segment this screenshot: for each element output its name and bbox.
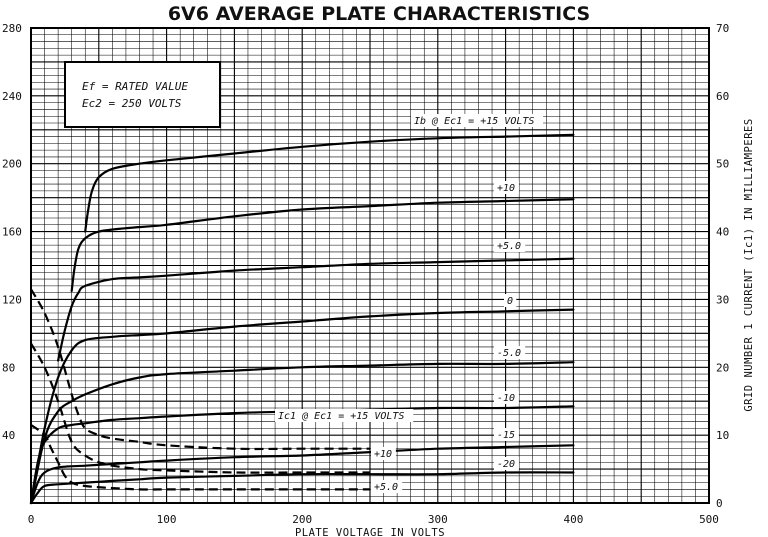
plate-curve-7: [29, 471, 575, 505]
grid-current-curve-0: [30, 288, 370, 451]
x-tick-label: 400: [563, 513, 583, 526]
plate-curve-label-7: -20: [497, 459, 515, 470]
plate-curve-label-3: 0: [507, 296, 513, 307]
grid-curve-label-2-backing: [371, 480, 403, 493]
y2-tick-label: 40: [716, 226, 729, 239]
plate-curve-label-0: Ib @ Ec1 = +15 VOLTS: [414, 116, 534, 127]
grid-curve-label-0: Ic1 @ Ec1 = +15 VOLTS: [278, 411, 404, 422]
plate-curve-label-0-backing: [411, 114, 543, 127]
x-tick-label: 0: [28, 513, 35, 526]
plate-curve-label-4: -5.0: [497, 348, 521, 359]
plate-curve-6: [29, 444, 575, 505]
condition-line-2: Ec2 = 250 VOLTS: [82, 97, 182, 110]
y2-tick-labels: 0 10 20 30 40 50 60 70: [716, 22, 729, 510]
y-tick-label: 240: [2, 90, 22, 103]
plate-curve-label-1: +10: [497, 183, 515, 194]
curve-labels: Ib @ Ec1 = +15 VOLTS +10 +5.0 0 -5.0 -10 -15 -2…: [275, 114, 543, 493]
plate-curve-label-4-backing: [494, 346, 526, 359]
x-tick-label: 300: [428, 513, 448, 526]
plate-curve-label-6-backing: [494, 428, 519, 441]
plot-frame: [30, 27, 710, 504]
y-tick-label: 280: [2, 22, 22, 35]
grid-curve-label-1: +10: [374, 449, 392, 460]
plate-curve-label-7-backing: [494, 457, 519, 470]
grid-curve-label-2: +5.0: [374, 482, 398, 493]
plate-curve-label-2-backing: [494, 239, 526, 252]
plate-curve-0: [84, 133, 575, 233]
plate-curve-label-3-backing: [504, 294, 517, 307]
plate-curve-1: [70, 198, 575, 292]
y2-axis-title: GRID NUMBER 1 CURRENT (Ic1) IN MILLIAMPE…: [743, 118, 755, 411]
plate-curve-2: [57, 257, 575, 362]
plate-curve-3: [29, 308, 575, 505]
y-tick-label: 120: [2, 293, 22, 306]
chart-title: 6V6 AVERAGE PLATE CHARACTERISTICS: [168, 3, 590, 25]
x-tick-label: 500: [699, 513, 719, 526]
y2-tick-label: 60: [716, 90, 729, 103]
conditions-box: Ef = RATED VALUE Ec2 = 250 VOLTS: [64, 61, 221, 128]
plate-curve-4: [29, 361, 575, 505]
y2-tick-label: 50: [716, 158, 729, 171]
x-tick-label: 200: [292, 513, 312, 526]
grid-current-curve-1: [30, 342, 370, 474]
plate-curve-label-5: -10: [497, 393, 515, 404]
condition-line-1: Ef = RATED VALUE: [82, 80, 188, 93]
y2-tick-label: 0: [716, 497, 723, 510]
grid-curve-label-1-backing: [371, 447, 396, 460]
y-tick-label: 80: [2, 361, 15, 374]
grid-current-curve-2: [30, 424, 370, 491]
curves: [29, 133, 575, 505]
y2-tick-label: 20: [716, 361, 729, 374]
y2-tick-label: 10: [716, 429, 729, 442]
plate-curve-label-2: +5.0: [497, 241, 521, 252]
y-tick-label: 40: [2, 429, 15, 442]
x-axis-title: PLATE VOLTAGE IN VOLTS: [295, 527, 445, 537]
y-tick-labels: 40 80 120 160 200 240 280: [2, 22, 22, 442]
grid-curve-label-0-backing: [275, 409, 414, 422]
plate-curve-label-5-backing: [494, 391, 519, 404]
plate-curve-label-1-backing: [494, 181, 519, 194]
y2-tick-label: 70: [716, 22, 729, 35]
y2-tick-label: 30: [716, 293, 729, 306]
x-tick-labels: 0 100 200 300 400 500: [28, 513, 719, 526]
y-tick-label: 160: [2, 226, 22, 239]
plate-curve-5: [29, 405, 575, 505]
x-tick-label: 100: [157, 513, 177, 526]
plate-curve-label-6: -15: [497, 430, 515, 441]
y-tick-label: 200: [2, 158, 22, 171]
